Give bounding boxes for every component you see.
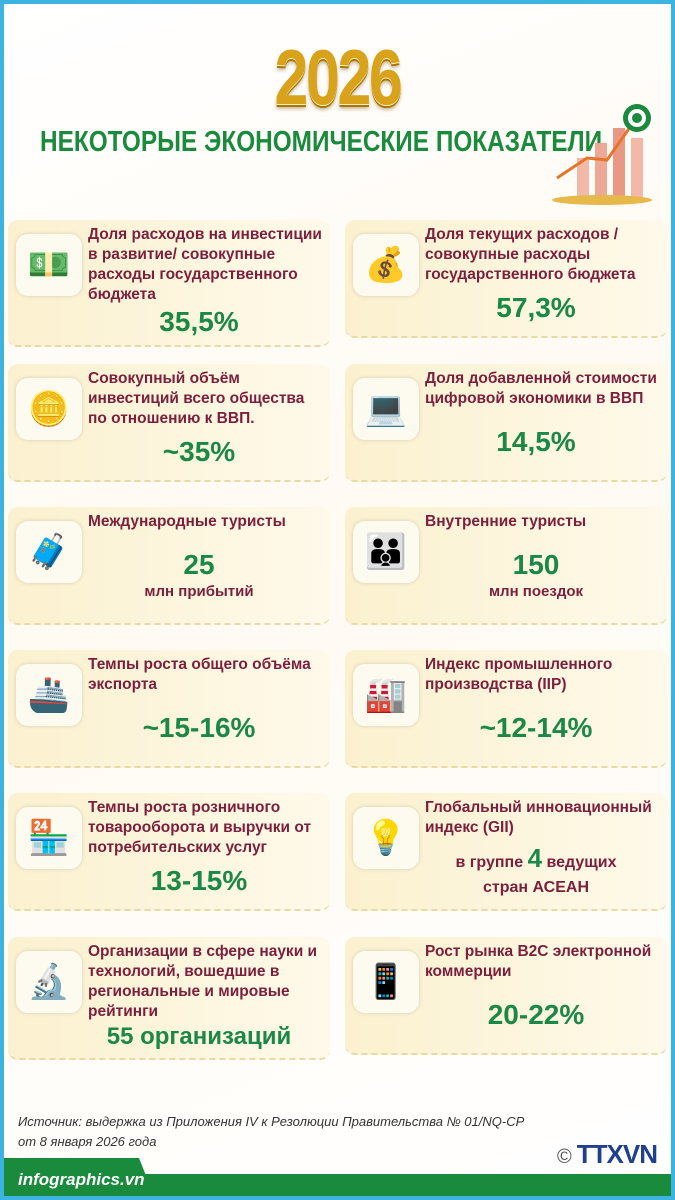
indicator-content: Совокупный объём инвестиций всего общест… <box>88 364 330 480</box>
family-travel-icon: 👪 <box>353 521 419 583</box>
indicator-label: Внутренние туристы <box>425 513 587 530</box>
indicator-value: ~12-14% <box>479 711 593 743</box>
coins-icon: 🪙 <box>16 378 82 440</box>
indicator-label: Доля добавленной стоимости цифровой экон… <box>425 370 657 407</box>
indicator-value: 55 организаций <box>106 1023 292 1050</box>
indicator-label: Темпы роста общего объёма экспорта <box>88 656 311 693</box>
indicator-values: ~15-16% <box>88 695 326 760</box>
indicator-unit: млн прибытий <box>144 582 254 600</box>
indicator-label: Международные туристы <box>88 513 286 530</box>
indicator-suffix: ведущих <box>546 854 617 871</box>
indicator-card: 💵 Доля расходов на инвестиции в развитие… <box>8 220 330 347</box>
indicator-label: Организации в сфере науки и технологий, … <box>88 943 318 1020</box>
indicator-content: Доля расходов на инвестиции в развитие/ … <box>88 220 330 345</box>
indicator-label: Совокупный объём инвестиций всего общест… <box>88 370 305 427</box>
shop-icon: 🏪 <box>16 807 82 869</box>
indicator-content: Индекс промышленного производства (IIP) ~… <box>425 650 667 766</box>
money-stack-icon: 💵 <box>16 234 82 296</box>
indicator-value: 57,3% <box>496 291 576 323</box>
indicator-value-line: в группе 4 ведущих <box>455 843 616 878</box>
copyright-sign: © <box>557 1146 572 1168</box>
indicator-content: Доля добавленной стоимости цифровой экон… <box>425 364 667 480</box>
indicator-values: 35,5% <box>88 305 326 339</box>
indicator-label: Темпы роста розничного товарооборота и в… <box>88 799 312 856</box>
ecommerce-icon: 📱 <box>353 951 419 1013</box>
indicator-values: 55 организаций <box>88 1022 326 1052</box>
indicator-value: 150 <box>512 548 560 580</box>
indicator-card: 👪 Внутренние туристы 150 млн поездок <box>345 507 667 625</box>
indicator-unit: млн поездок <box>488 582 584 600</box>
indicator-values: 20-22% <box>425 982 663 1047</box>
indicator-card: 🏭 Индекс промышленного производства (IIP… <box>345 650 667 768</box>
cargo-ship-icon: 🚢 <box>16 664 82 726</box>
growth-chart-target-icon <box>552 104 652 205</box>
footer-tab <box>4 1158 154 1196</box>
indicator-card: 🚢 Темпы роста общего объёма экспорта ~15-… <box>8 650 330 768</box>
tourists-icon: 🧳 <box>16 521 82 583</box>
site-link[interactable]: infographics.vn <box>18 1170 145 1189</box>
indicator-label: Индекс промышленного производства (IIP) <box>425 656 613 693</box>
source-note: Источник: выдержка из Приложения IV к Ре… <box>18 1114 524 1149</box>
indicator-card: 🔬 Организации в сфере науки и технологий… <box>8 937 330 1060</box>
indicator-value: ~35% <box>162 435 236 467</box>
indicator-card: 📱 Рост рынка B2C электронной коммерции 20… <box>345 937 667 1055</box>
indicator-content: Рост рынка B2C электронной коммерции 20-2… <box>425 937 667 1053</box>
indicator-content: Международные туристы 25 млн прибытий <box>88 507 330 623</box>
page-title: НЕКОТОРЫЕ ЭКОНОМИЧЕСКИЕ ПОКАЗАТЕЛИ <box>40 126 603 158</box>
indicator-card: 💻 Доля добавленной стоимости цифровой эк… <box>345 364 667 482</box>
footer-bar <box>4 1174 671 1196</box>
indicator-content: Глобальный инновационный индекс (GII) в г… <box>425 793 667 909</box>
indicator-values: 150 млн поездок <box>425 532 663 617</box>
money-bag-icon: 💰 <box>353 234 419 296</box>
indicator-values: ~12-14% <box>425 695 663 760</box>
indicator-card: 🏪 Темпы роста розничного товарооборота и… <box>8 793 330 911</box>
factory-icon: 🏭 <box>353 664 419 726</box>
indicator-card: 💰 Доля текущих расходов / совокупные рас… <box>345 220 667 338</box>
indicator-values: в группе 4 ведущих стран АСЕАН <box>425 838 663 903</box>
indicator-value: 4 <box>527 843 543 873</box>
indicator-content: Темпы роста розничного товарооборота и в… <box>88 793 330 909</box>
indicator-card: 🧳 Международные туристы 25 млн прибытий <box>8 507 330 625</box>
indicator-value: 14,5% <box>496 425 576 457</box>
indicator-value: 25 <box>183 548 215 580</box>
indicator-label: Глобальный инновационный индекс (GII) <box>425 799 652 836</box>
indicator-values: 13-15% <box>88 858 326 903</box>
digital-economy-icon: 💻 <box>353 378 419 440</box>
indicator-prefix: в группе <box>455 854 524 871</box>
indicator-label: Рост рынка B2C электронной коммерции <box>425 943 652 980</box>
indicator-content: Темпы роста общего объёма экспорта ~15-16… <box>88 650 330 766</box>
indicator-value: ~15-16% <box>142 711 256 743</box>
indicator-label: Доля текущих расходов / совокупные расхо… <box>425 226 636 283</box>
indicator-content: Организации в сфере науки и технологий, … <box>88 937 330 1058</box>
indicator-card: 🪙 Совокупный объём инвестиций всего обще… <box>8 364 330 482</box>
lightbulb-icon: 💡 <box>353 807 419 869</box>
indicator-values: 25 млн прибытий <box>88 532 326 617</box>
indicator-card: 💡 Глобальный инновационный индекс (GII) в… <box>345 793 667 911</box>
indicator-values: ~35% <box>88 429 326 474</box>
indicator-sub: стран АСЕАН <box>482 879 589 896</box>
agency-name: TTXVN <box>576 1139 658 1169</box>
indicator-value: 13-15% <box>150 864 248 896</box>
indicator-values: 14,5% <box>425 409 663 474</box>
indicator-label: Доля расходов на инвестиции в развитие/ … <box>88 226 322 303</box>
ttxvn-logo: © TTXVN <box>557 1139 658 1170</box>
indicator-value: 35,5% <box>159 306 239 337</box>
indicator-value: 20-22% <box>487 998 585 1030</box>
indicator-content: Доля текущих расходов / совокупные расхо… <box>425 220 667 336</box>
science-icon: 🔬 <box>16 951 82 1013</box>
infographic: 2026 НЕКОТОРЫЕ ЭКОНОМИЧЕСКИЕ ПОКАЗАТЕЛИ … <box>4 4 671 1196</box>
indicator-values: 57,3% <box>425 285 663 330</box>
year-heading: 2026 <box>274 33 403 121</box>
indicator-content: Внутренние туристы 150 млн поездок <box>425 507 667 623</box>
